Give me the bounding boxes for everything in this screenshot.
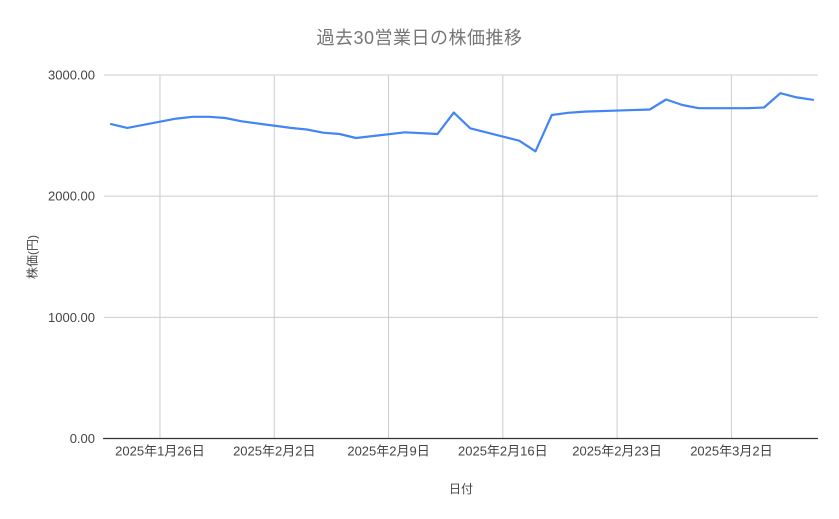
y-tick-label: 2000.00 (48, 189, 95, 204)
y-tick-label: 3000.00 (48, 68, 95, 83)
x-tick-label: 2025年2月9日 (347, 444, 429, 459)
x-tick-label: 2025年2月23日 (572, 444, 662, 459)
y-tick-label: 0.00 (70, 431, 95, 446)
x-axis-title: 日付 (448, 482, 473, 496)
price-line (109, 92, 815, 153)
x-tick-label: 2025年2月2日 (233, 444, 315, 459)
chart-title: 過去30営業日の株価推移 (316, 28, 523, 48)
x-tick-label: 2025年2月16日 (458, 444, 548, 459)
x-tick-label: 2025年3月2日 (690, 444, 772, 459)
y-axis-title: 株価(円) (25, 235, 40, 279)
x-tick-label: 2025年1月26日 (115, 444, 205, 459)
y-tick-label: 1000.00 (48, 310, 95, 325)
